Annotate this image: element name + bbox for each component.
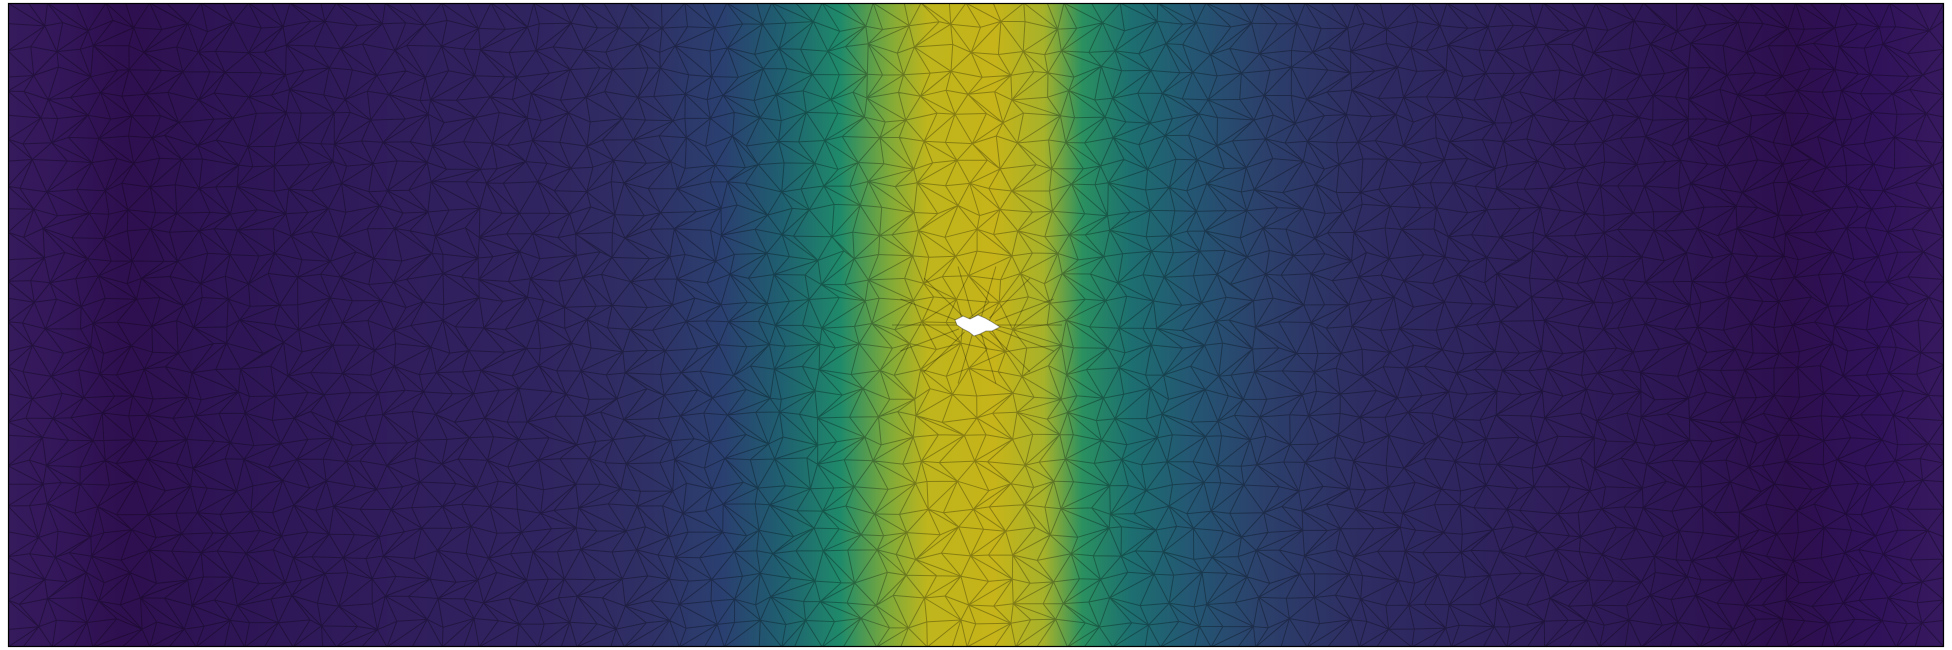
mesh-refinement-lines — [892, 266, 1062, 384]
hole — [954, 314, 1002, 337]
domain-border — [7, 2, 1945, 648]
mesh-edge-lines — [8, 3, 1944, 647]
mesh-edges — [8, 3, 1944, 647]
